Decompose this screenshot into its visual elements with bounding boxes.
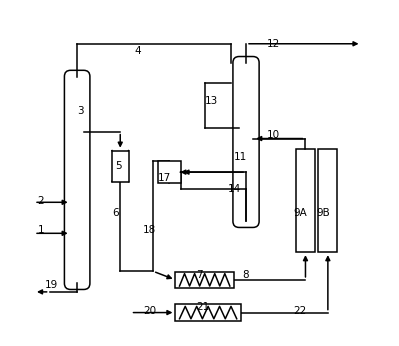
- Text: 12: 12: [267, 39, 280, 49]
- FancyBboxPatch shape: [64, 70, 90, 290]
- Text: 19: 19: [45, 280, 58, 290]
- FancyBboxPatch shape: [233, 56, 259, 227]
- Text: 11: 11: [234, 153, 247, 163]
- Text: 9B: 9B: [316, 208, 330, 218]
- Text: 10: 10: [267, 130, 280, 140]
- Bar: [176, 272, 234, 288]
- Text: 13: 13: [205, 95, 218, 106]
- Text: 6: 6: [112, 208, 119, 218]
- Bar: [318, 149, 337, 252]
- Text: 17: 17: [158, 173, 171, 183]
- Text: 14: 14: [227, 183, 241, 193]
- Text: 20: 20: [143, 306, 156, 316]
- Bar: [296, 149, 315, 252]
- Text: 5: 5: [115, 161, 122, 171]
- Text: 21: 21: [196, 302, 209, 312]
- Text: 2: 2: [38, 195, 44, 206]
- Bar: [112, 151, 128, 182]
- Text: 7: 7: [196, 270, 203, 280]
- Text: 1: 1: [38, 225, 44, 235]
- Text: 8: 8: [243, 270, 249, 280]
- Bar: [176, 304, 241, 321]
- Text: 3: 3: [77, 106, 84, 116]
- Text: 9A: 9A: [294, 208, 307, 218]
- Text: 4: 4: [134, 46, 141, 56]
- Text: 18: 18: [143, 225, 156, 235]
- Bar: [158, 161, 180, 183]
- Text: 22: 22: [293, 306, 306, 316]
